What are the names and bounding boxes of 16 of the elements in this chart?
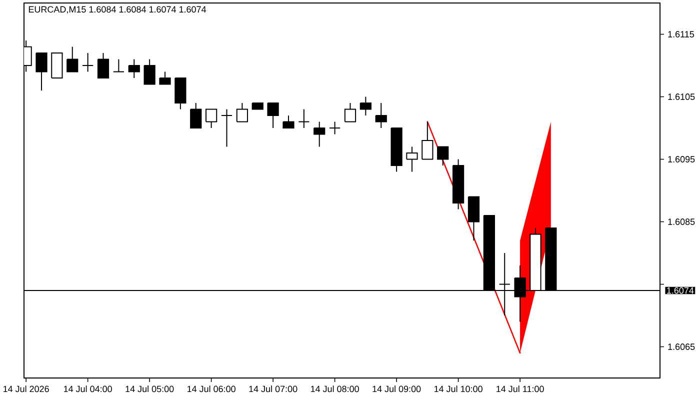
y-tick-label: 1.6085 bbox=[668, 218, 695, 225]
x-tick-label: 14 Jul 07:00 bbox=[249, 386, 298, 392]
x-tick-label: 14 Jul 2026 bbox=[3, 386, 49, 392]
x-tick-label: 14 Jul 05:00 bbox=[126, 386, 174, 392]
x-tick-label: 14 Jul 04:00 bbox=[64, 386, 112, 392]
x-tick-label: 14 Jul 10:00 bbox=[434, 386, 482, 392]
ref-line-label: 1.6074 bbox=[667, 287, 694, 294]
y-tick-label: 1.6105 bbox=[668, 94, 695, 100]
y-tick-label: 1.6095 bbox=[668, 156, 695, 162]
y-tick-label: 1.6115 bbox=[668, 31, 694, 38]
x-tick-label: 14 Jul 06:00 bbox=[187, 386, 236, 392]
chart-title: EURCAD,M15 1.6084 1.6084 1.6074 1.6074 bbox=[28, 6, 206, 14]
x-tick-label: 14 Jul 08:00 bbox=[310, 386, 359, 392]
y-tick-label: 1.6065 bbox=[668, 344, 695, 350]
x-tick-label: 14 Jul 11:00 bbox=[496, 386, 544, 392]
x-tick-label: 14 Jul 09:00 bbox=[372, 386, 421, 392]
